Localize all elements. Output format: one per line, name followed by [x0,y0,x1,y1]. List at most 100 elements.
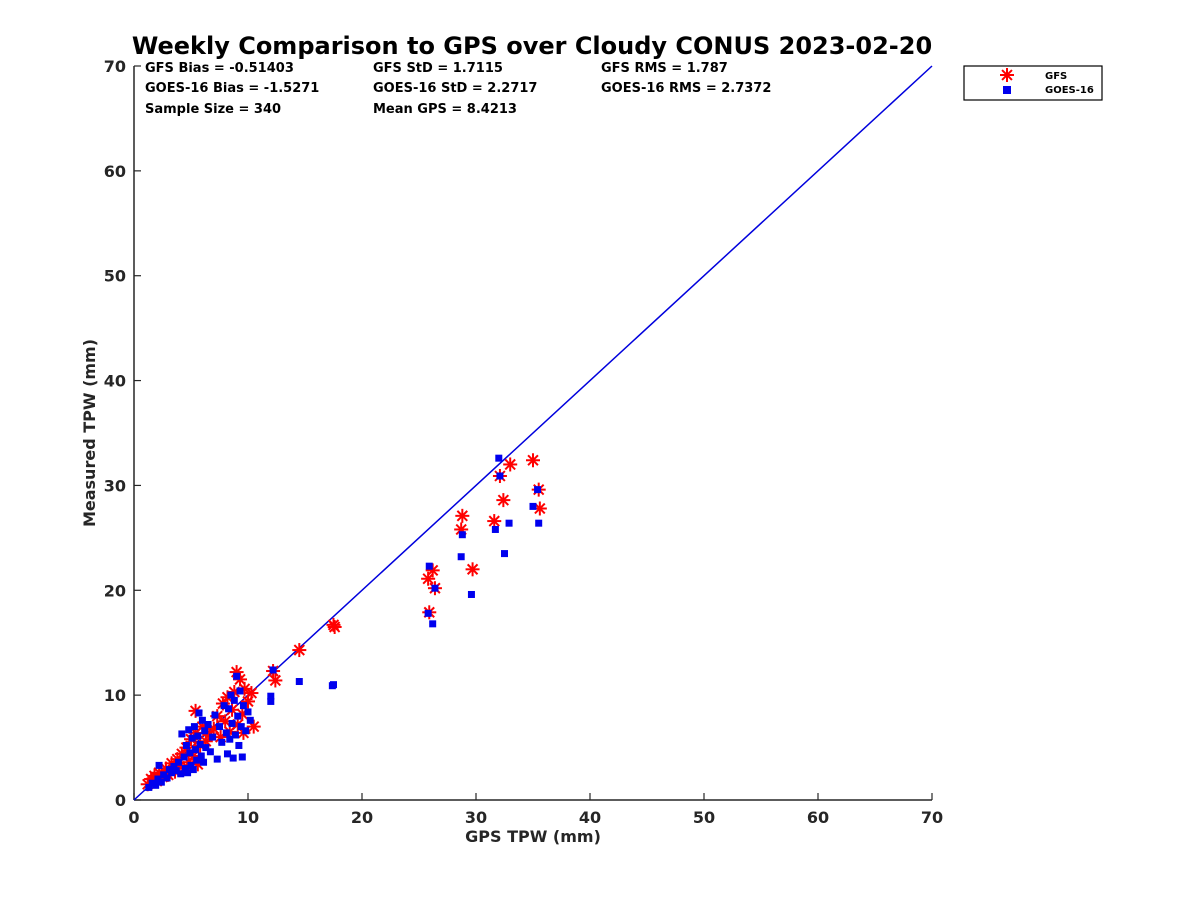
goes16-point [230,696,238,704]
stat-text: Sample Size = 340 [145,102,281,117]
goes16-point [223,750,231,758]
y-tick-label: 40 [104,372,126,391]
goes16-point [184,769,192,777]
legend-gfs-asterisk [1000,68,1014,82]
goes16-point [186,749,194,757]
goes16-point [491,525,499,533]
goes16-point [246,716,254,724]
goes16-point [239,702,247,710]
stat-text: GOES-16 StD = 2.2717 [373,81,537,96]
y-tick-label: 70 [104,57,126,76]
goes16-point [244,708,252,716]
legend-goes16-square [1003,86,1011,94]
x-tick-label: 20 [351,808,373,827]
goes16-point [195,709,203,717]
goes16-point [197,752,205,760]
x-tick-label: 50 [693,808,715,827]
goes16-point [182,741,190,749]
goes16-point [180,753,188,761]
goes16-point [431,584,439,592]
x-tick-label: 70 [921,808,943,827]
y-tick-label: 0 [115,791,126,810]
goes16-point [231,731,239,739]
stat-text: Mean GPS = 8.4213 [373,102,517,117]
stat-text: GFS StD = 1.7115 [373,61,503,76]
stat-text: GOES-16 RMS = 2.7372 [601,81,771,96]
goes16-point [177,770,185,778]
goes16-point [229,754,237,762]
gfs-point [496,493,511,508]
goes16-point [457,553,465,561]
goes16-point [222,729,230,737]
chart-title: Weekly Comparison to GPS over Cloudy CON… [132,32,932,60]
goes16-point [535,519,543,527]
x-tick-label: 10 [237,808,259,827]
goes16-point [209,733,217,741]
stats-panel: GFS Bias = -0.51403 GFS StD = 1.7115 GFS R… [145,61,771,117]
goes16-point [211,711,219,719]
goes16-point [172,767,180,775]
goes16-point [534,486,542,494]
gfs-point [526,453,540,468]
series-gfs [140,453,547,792]
goes16-point [178,730,186,738]
goes16-point [174,758,182,766]
goes16-point [267,697,275,705]
goes16-point [204,721,212,729]
series-goes16 [145,454,543,791]
one-to-one-line [133,65,933,801]
x-ticks: 0 10 20 30 40 50 60 70 [128,793,943,827]
gfs-point [455,508,470,523]
goes16-point [234,712,242,720]
goes16-point [198,716,206,724]
goes16-point [226,735,234,743]
goes16-point [189,766,197,774]
goes16-point [196,740,204,748]
goes16-point [225,705,233,713]
goes16-point [237,723,245,731]
goes16-point [424,609,432,617]
y-tick-label: 20 [104,581,126,600]
goes16-point [201,727,209,735]
goes16-point [429,620,437,628]
goes16-point [529,502,537,510]
goes16-point [157,778,165,786]
goes16-point [233,672,241,680]
gfs-point [503,457,518,472]
stat-text: GFS RMS = 1.787 [601,61,728,76]
goes16-point [467,590,475,598]
plot-area: 0 10 20 30 40 50 60 70 0 10 20 30 40 50 60 70 [104,57,943,827]
goes16-point [242,727,250,735]
gfs-point [532,501,547,516]
goes16-point [220,702,228,710]
goes16-point [235,741,243,749]
goes16-point [216,723,223,731]
goes16-point [190,723,198,731]
goes16-point [213,755,221,763]
legend-goes16-label: GOES-16 [1045,85,1094,96]
stat-text: GOES-16 Bias = -1.5271 [145,81,319,96]
goes16-point [152,781,160,789]
stat-text: GFS Bias = -0.51403 [145,61,294,76]
goes16-point [269,666,277,674]
goes16-point [267,692,275,700]
goes16-point [185,726,193,734]
goes16-point [188,734,196,742]
y-ticks: 0 10 20 30 40 50 60 70 [104,57,141,810]
goes16-point [206,748,214,756]
y-tick-label: 30 [104,476,126,495]
goes16-point [145,783,153,791]
x-tick-label: 60 [807,808,829,827]
goes16-point [202,744,210,752]
goes16-point [458,531,466,539]
goes16-point [227,691,235,699]
goes16-point [181,765,189,773]
gfs-point [465,562,480,577]
legend-box [963,65,1103,101]
gfs-point [487,514,502,529]
legend-gfs-marker [1000,68,1014,82]
gfs-point [327,619,342,634]
x-tick-label: 0 [128,808,139,827]
gfs-point [268,673,283,688]
